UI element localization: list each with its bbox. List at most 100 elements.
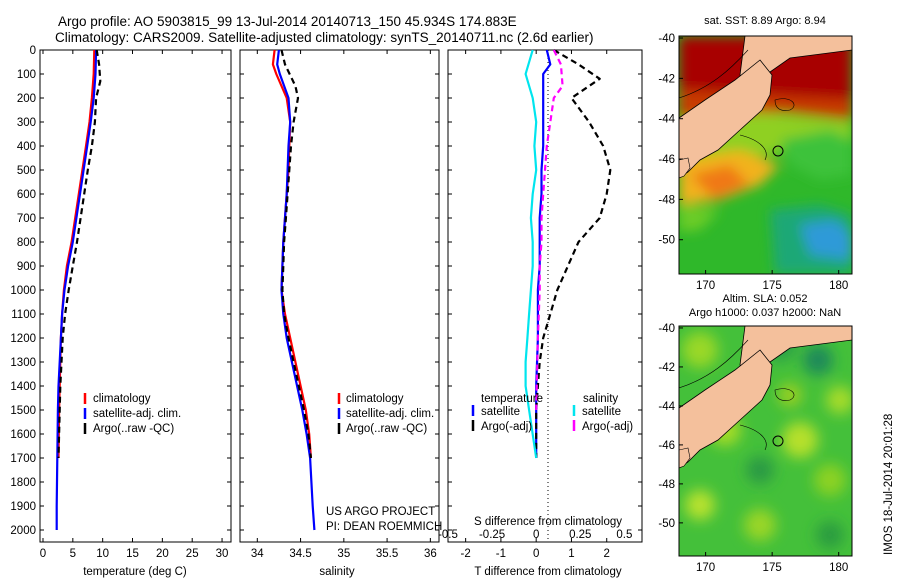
x-tick-label: 15 (126, 548, 139, 560)
y-tick-label: 500 (17, 165, 36, 177)
map-x-tick-label: 175 (763, 562, 782, 574)
s-diff-tick-label: 0.25 (569, 529, 591, 541)
difference-top-axis-label: S difference from climatology (474, 516, 622, 528)
y-tick-label: 900 (17, 261, 36, 273)
x-tick-label: 0 (40, 548, 46, 560)
difference-panel: -2 -1 0 1 2 -0.5 -0.25 0 0.25 0.5 T difference fr… (438, 49, 643, 578)
y-tick-label: 100 (17, 69, 36, 81)
salinity-xlabel: salinity (319, 566, 354, 578)
temperature-xlabel: temperature (deg C) (83, 566, 187, 578)
y-tick-label: 1500 (10, 405, 36, 417)
map-y-tick-label: -44 (658, 401, 675, 413)
legend-label-t-satellite: satellite (481, 406, 520, 418)
x-tick-label: 25 (186, 548, 199, 560)
series-line-salinity-satellite (524, 49, 538, 459)
argo-position-marker (772, 435, 784, 447)
x-tick-label: 35 (337, 548, 350, 560)
land-stewart-island (679, 447, 691, 469)
y-tick-label: 600 (17, 189, 36, 201)
legend-label-argo: Argo(..raw -QC) (346, 423, 427, 435)
credits-project: US ARGO PROJECT (326, 506, 435, 518)
header-title-line2: Climatology: CARS2009. Satellite-adjuste… (55, 30, 594, 45)
temperature-plot-frame (39, 49, 232, 543)
sst-map-frame (678, 35, 853, 275)
x-tick-label: -1 (496, 548, 506, 560)
legend-label-satellite: satellite-adj. clim. (346, 408, 434, 420)
map-y-tick-label: -40 (658, 323, 675, 335)
y-tick-label: 1000 (10, 285, 36, 297)
map-x-tick-label: 180 (829, 280, 848, 292)
credits-pi: PI: DEAN ROEMMICH (326, 521, 442, 533)
timestamp-label: IMOS 18-Jul-2014 20:01:28 (883, 414, 895, 555)
series-line-satellite-adj-clim (276, 49, 316, 531)
sst-map-panel: sat. SST: 8.89 Argo: 8.94 170 175 180-4 (658, 15, 853, 292)
x-tick-label: 36 (424, 548, 437, 560)
salinity-panel: 34 34.5 35 35.5 36 salinity (239, 49, 440, 578)
legend-label-climatology: climatology (346, 393, 404, 405)
y-tick-label: 1700 (10, 453, 36, 465)
sla-map-panel: Altim. SLA: 0.052 Argo h1000: 0.037 h200… (658, 293, 853, 574)
map-x-tick-label: 175 (763, 280, 782, 292)
map-y-tick-label: -44 (658, 114, 675, 126)
sla-map-frame (678, 325, 853, 557)
x-tick-label: 2 (604, 548, 610, 560)
salinity-legend: climatology satellite-adj. clim. Argo(..… (337, 393, 434, 435)
sst-map-field (679, 36, 852, 274)
legend-label-climatology: climatology (93, 393, 151, 405)
x-tick-label: 5 (70, 548, 76, 560)
map-y-tick-label: -50 (658, 235, 675, 247)
header-title-line1: Argo profile: AO 5903815_99 13-Jul-2014 … (58, 14, 517, 29)
legend-label-argo: Argo(..raw -QC) (93, 423, 174, 435)
y-tick-label: 0 (30, 45, 36, 57)
map-y-tick-label: -46 (658, 440, 675, 452)
s-diff-tick-label: -0.25 (479, 529, 505, 541)
legend-label-s-satellite: satellite (582, 406, 621, 418)
map-y-tick-label: -42 (658, 362, 675, 374)
y-tick-label: 1200 (10, 333, 36, 345)
legend-title-temperature: temperature (481, 393, 543, 405)
sst-map-title: sat. SST: 8.89 Argo: 8.94 (704, 15, 826, 27)
x-tick-label: 1 (568, 548, 574, 560)
series-line-argo-raw-qc (57, 49, 102, 459)
argo-position-marker (772, 145, 784, 157)
map-x-tick-label: 170 (696, 562, 715, 574)
legend-label-s-argo: Argo(-adj) (582, 421, 633, 433)
x-tick-label: 35.5 (376, 548, 398, 560)
y-tick-label: 1100 (11, 309, 36, 321)
y-tick-label: 400 (17, 141, 36, 153)
temperature-legend: climatology satellite-adj. clim. Argo(..… (83, 393, 181, 435)
y-tick-label: 1600 (10, 429, 36, 441)
series-line-argo-raw-qc (280, 49, 312, 459)
map-y-tick-label: -50 (658, 518, 675, 530)
map-y-tick-label: -48 (658, 194, 675, 206)
series-line-temperature-satellite (535, 49, 552, 458)
salinity-plot-frame (239, 49, 440, 543)
y-tick-label: 800 (17, 237, 36, 249)
map-x-tick-label: 180 (829, 562, 848, 574)
y-tick-label: 1400 (10, 381, 36, 393)
y-tick-label: 300 (17, 117, 36, 129)
sla-map-title: Altim. SLA: 0.052 (723, 293, 808, 305)
map-x-tick-label: 170 (696, 280, 715, 292)
difference-xlabel: T difference from climatology (474, 566, 621, 578)
difference-legend: temperature satellite Argo(-adj) salinit… (471, 393, 633, 433)
y-tick-label: 2000 (10, 525, 36, 537)
series-line-temperature-argo-adj (535, 49, 612, 458)
temperature-panel: 0100200300400500600700800900100011001200… (10, 45, 232, 578)
x-tick-label: 34.5 (289, 548, 311, 560)
sla-map-subtitle: Argo h1000: 0.037 h2000: NaN (689, 307, 841, 319)
x-tick-label: 10 (96, 548, 109, 560)
land-stewart-island (679, 157, 691, 179)
legend-label-satellite: satellite-adj. clim. (93, 408, 181, 420)
x-tick-label: 0 (533, 548, 539, 560)
map-y-tick-label: -40 (658, 33, 675, 45)
map-y-tick-label: -46 (658, 154, 675, 166)
sla-map-field (679, 326, 852, 556)
y-tick-label: 1300 (10, 357, 36, 369)
y-tick-label: 1900 (10, 501, 36, 513)
series-line-salinity-argo-adj (535, 49, 564, 411)
legend-label-t-argo: Argo(-adj) (481, 421, 532, 433)
legend-title-salinity: salinity (583, 393, 618, 405)
y-tick-label: 700 (17, 213, 36, 225)
series-line-satellite-adj-clim (55, 49, 98, 530)
